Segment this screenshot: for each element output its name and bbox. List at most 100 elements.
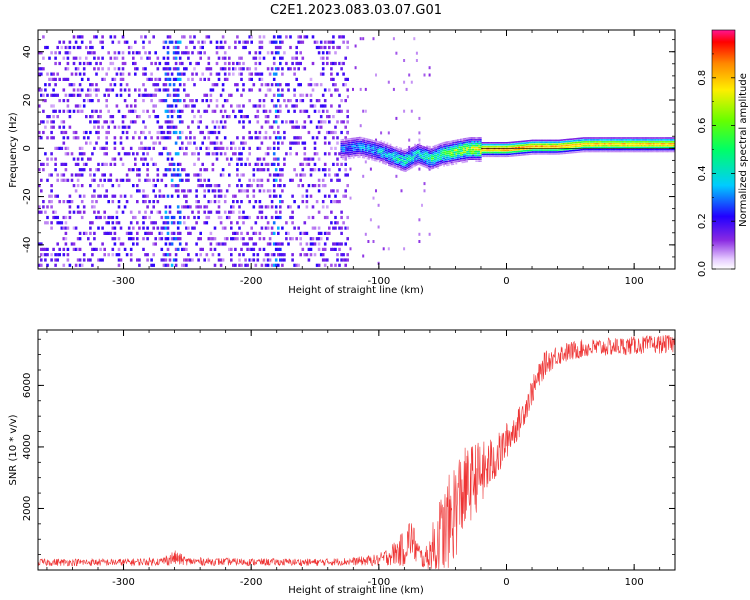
heatmap-cell: [553, 153, 556, 155]
heatmap-cell: [432, 149, 435, 152]
heatmap-cell: [407, 168, 410, 171]
heatmap-cell: [435, 148, 438, 151]
heatmap-cell: [260, 226, 264, 230]
heatmap-cell: [250, 35, 253, 39]
heatmap-cell: [395, 149, 398, 152]
heatmap-cell: [388, 145, 390, 147]
heatmap-cell: [215, 242, 219, 246]
heatmap-cell: [616, 137, 619, 139]
heatmap-cell: [529, 143, 531, 146]
heatmap-cell: [492, 155, 494, 158]
heatmap-cell: [295, 125, 298, 129]
heatmap-cell: [248, 258, 251, 262]
heatmap-cell: [443, 155, 445, 157]
heatmap-cell: [166, 56, 170, 60]
heatmap-cell: [148, 77, 151, 81]
heatmap-cell: [213, 130, 217, 135]
heatmap-cell: [617, 137, 620, 139]
heatmap-cell: [281, 40, 284, 44]
heatmap-cell: [178, 99, 182, 103]
heatmap-cell: [544, 139, 547, 142]
heatmap-cell: [673, 137, 675, 139]
heatmap-cell: [642, 150, 645, 153]
heatmap-cell: [457, 141, 459, 143]
heatmap-cell: [215, 72, 219, 76]
heatmap-cell: [415, 154, 418, 157]
heatmap-cell: [418, 146, 421, 149]
heatmap-cell: [420, 164, 422, 166]
heatmap-cell: [295, 237, 298, 241]
heatmap-cell: [272, 146, 276, 150]
heatmap-cell: [307, 130, 311, 135]
heatmap-cell: [97, 215, 100, 220]
heatmap-cell: [254, 242, 258, 246]
heatmap-cell: [633, 143, 635, 145]
heatmap-cell: [260, 263, 264, 267]
heatmap-cell: [238, 104, 241, 108]
heatmap-cell: [340, 139, 343, 141]
heatmap-cell: [423, 146, 426, 148]
heatmap-cell: [643, 137, 646, 139]
heatmap-cell: [138, 51, 141, 55]
heatmap-cell: [313, 40, 317, 44]
heatmap-cell: [380, 147, 383, 150]
heatmap-cell: [209, 72, 213, 76]
heatmap-cell: [584, 139, 586, 141]
heatmap-cell: [254, 130, 258, 135]
heatmap-cell: [85, 141, 88, 145]
heatmap-cell: [317, 247, 321, 251]
heatmap-cell: [225, 146, 229, 150]
heatmap-cell: [617, 143, 620, 145]
heatmap-cell: [64, 226, 68, 230]
heatmap-cell: [617, 139, 620, 141]
heatmap-cell: [357, 148, 360, 151]
heatmap-cell: [617, 144, 620, 147]
heatmap-cell: [479, 148, 482, 151]
heatmap-cell: [464, 141, 467, 144]
heatmap-cell: [444, 151, 447, 153]
heatmap-cell: [148, 130, 151, 135]
heatmap-cell: [240, 109, 243, 113]
heatmap-cell: [266, 189, 270, 193]
heatmap-cell: [68, 205, 72, 209]
heatmap-cell: [299, 93, 302, 97]
heatmap-cell: [323, 136, 327, 140]
heatmap-cell: [440, 143, 442, 145]
heatmap-cell: [421, 149, 424, 152]
heatmap-cell: [70, 72, 74, 76]
heatmap-cell: [525, 144, 528, 146]
heatmap-cell: [272, 194, 276, 198]
heatmap-cell: [291, 221, 294, 225]
heatmap-cell: [127, 109, 131, 113]
heatmap-cell: [639, 144, 642, 147]
heatmap-cell: [386, 154, 389, 156]
heatmap-cell: [360, 136, 363, 139]
heatmap-cell: [185, 136, 188, 140]
heatmap-cell: [657, 146, 660, 149]
heatmap-cell: [444, 160, 447, 163]
heatmap-cell: [571, 140, 574, 142]
heatmap-cell: [89, 157, 92, 161]
heatmap-cell: [535, 145, 537, 147]
heatmap-cell: [501, 153, 504, 156]
heatmap-cell: [95, 215, 98, 220]
heatmap-cell: [645, 144, 648, 147]
heatmap-cell: [240, 189, 243, 193]
heatmap-cell: [516, 141, 519, 143]
heatmap-cell: [434, 155, 436, 157]
heatmap-cell: [56, 221, 59, 225]
heatmap-cell: [97, 99, 100, 103]
heatmap-cell: [234, 237, 237, 241]
heatmap-cell: [496, 143, 499, 146]
heatmap-cell: [608, 144, 611, 147]
heatmap-cell: [72, 210, 76, 214]
heatmap-cell: [397, 148, 399, 151]
heatmap-cell: [591, 146, 594, 149]
heatmap-cell: [354, 141, 357, 143]
heatmap-cell: [101, 35, 104, 39]
heatmap-cell: [490, 149, 493, 152]
heatmap-cell: [538, 143, 540, 146]
heatmap-cell: [507, 149, 510, 152]
heatmap-cell: [326, 231, 329, 235]
heatmap-cell: [193, 45, 196, 50]
